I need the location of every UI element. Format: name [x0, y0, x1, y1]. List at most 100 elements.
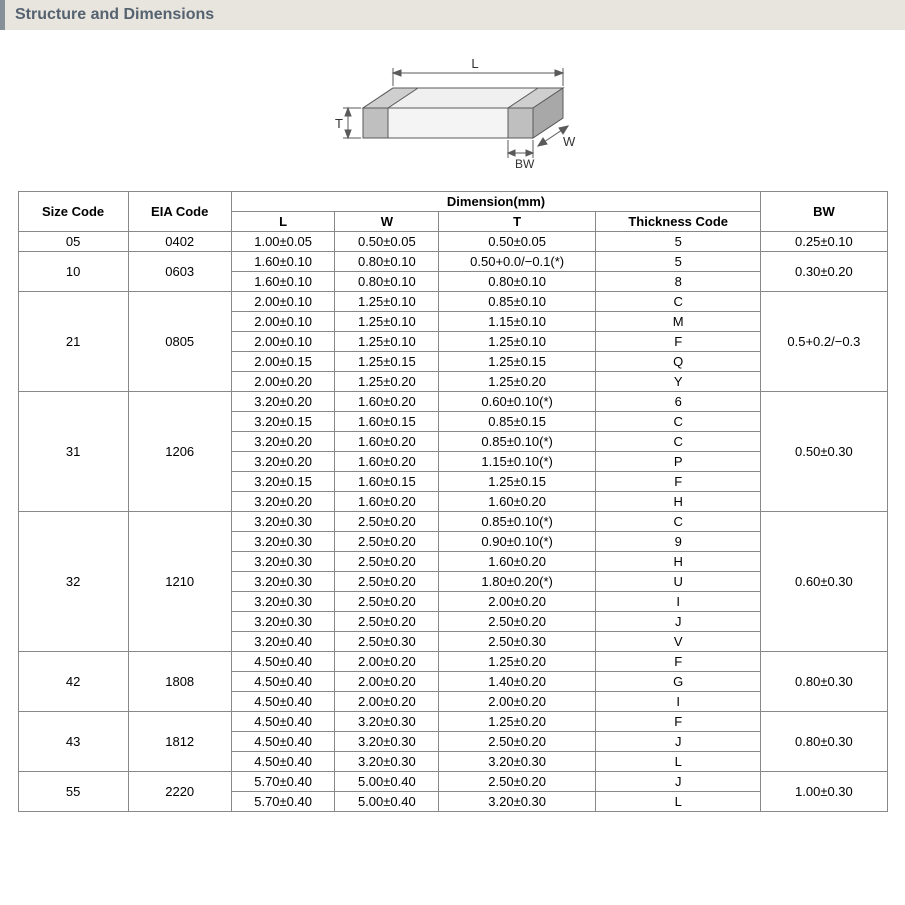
- cell-TC: G: [596, 672, 761, 692]
- col-thickness-code: Thickness Code: [596, 212, 761, 232]
- cell-L: 4.50±0.40: [231, 652, 335, 672]
- cell-W: 0.80±0.10: [335, 252, 439, 272]
- cell-TC: Q: [596, 352, 761, 372]
- cell-TC: H: [596, 552, 761, 572]
- cell-bw: 0.30±0.20: [761, 252, 887, 292]
- cell-L: 2.00±0.10: [231, 312, 335, 332]
- cell-W: 2.50±0.20: [335, 612, 439, 632]
- cell-TC: C: [596, 292, 761, 312]
- cell-eia-code: 1808: [128, 652, 231, 712]
- table-row: 5522205.70±0.405.00±0.402.50±0.20J1.00±0…: [18, 772, 887, 792]
- cell-W: 1.25±0.10: [335, 312, 439, 332]
- table-row: 3212103.20±0.302.50±0.200.85±0.10(*)C0.6…: [18, 512, 887, 532]
- cell-L: 4.50±0.40: [231, 712, 335, 732]
- cell-L: 3.20±0.30: [231, 592, 335, 612]
- cell-T: 0.85±0.10: [439, 292, 596, 312]
- cell-T: 3.20±0.30: [439, 792, 596, 812]
- cell-TC: Y: [596, 372, 761, 392]
- cell-T: 1.40±0.20: [439, 672, 596, 692]
- cell-TC: U: [596, 572, 761, 592]
- cell-T: 1.25±0.10: [439, 332, 596, 352]
- cell-size-code: 43: [18, 712, 128, 772]
- cell-W: 2.50±0.20: [335, 512, 439, 532]
- cell-L: 4.50±0.40: [231, 672, 335, 692]
- cell-bw: 0.25±0.10: [761, 232, 887, 252]
- diagram-label-L: L: [471, 56, 478, 71]
- cell-eia-code: 1210: [128, 512, 231, 652]
- cell-T: 1.15±0.10: [439, 312, 596, 332]
- cell-W: 2.50±0.20: [335, 532, 439, 552]
- cell-eia-code: 0805: [128, 292, 231, 392]
- cell-TC: F: [596, 712, 761, 732]
- cell-bw: 0.5+0.2/−0.3: [761, 292, 887, 392]
- cell-TC: J: [596, 772, 761, 792]
- cell-L: 2.00±0.20: [231, 372, 335, 392]
- col-dimension-group: Dimension(mm): [231, 192, 761, 212]
- cell-T: 1.80±0.20(*): [439, 572, 596, 592]
- diagram-label-BW: BW: [515, 157, 535, 171]
- col-size-code: Size Code: [18, 192, 128, 232]
- cell-T: 1.25±0.20: [439, 652, 596, 672]
- table-row: 0504021.00±0.050.50±0.050.50±0.0550.25±0…: [18, 232, 887, 252]
- cell-T: 1.25±0.15: [439, 472, 596, 492]
- cell-L: 3.20±0.20: [231, 492, 335, 512]
- table-row: 3112063.20±0.201.60±0.200.60±0.10(*)60.5…: [18, 392, 887, 412]
- cell-T: 0.85±0.10(*): [439, 432, 596, 452]
- cell-T: 2.50±0.20: [439, 612, 596, 632]
- cell-size-code: 05: [18, 232, 128, 252]
- cell-L: 3.20±0.20: [231, 432, 335, 452]
- cell-L: 3.20±0.15: [231, 412, 335, 432]
- cell-T: 3.20±0.30: [439, 752, 596, 772]
- cell-TC: P: [596, 452, 761, 472]
- cell-eia-code: 2220: [128, 772, 231, 812]
- col-bw: BW: [761, 192, 887, 232]
- cell-T: 2.00±0.20: [439, 692, 596, 712]
- cell-T: 1.25±0.20: [439, 372, 596, 392]
- cell-bw: 0.80±0.30: [761, 652, 887, 712]
- cell-T: 1.60±0.20: [439, 552, 596, 572]
- cell-bw: 0.60±0.30: [761, 512, 887, 652]
- cell-TC: C: [596, 432, 761, 452]
- cell-T: 0.85±0.10(*): [439, 512, 596, 532]
- cell-T: 0.80±0.10: [439, 272, 596, 292]
- cell-W: 1.60±0.20: [335, 392, 439, 412]
- cell-W: 1.60±0.15: [335, 472, 439, 492]
- cell-L: 3.20±0.20: [231, 452, 335, 472]
- cell-W: 1.60±0.20: [335, 452, 439, 472]
- cell-eia-code: 1206: [128, 392, 231, 512]
- cell-T: 1.60±0.20: [439, 492, 596, 512]
- cell-T: 0.85±0.15: [439, 412, 596, 432]
- cell-bw: 0.80±0.30: [761, 712, 887, 772]
- cell-W: 1.60±0.20: [335, 492, 439, 512]
- cell-TC: J: [596, 732, 761, 752]
- cell-W: 1.25±0.10: [335, 332, 439, 352]
- cell-TC: F: [596, 652, 761, 672]
- cell-TC: C: [596, 412, 761, 432]
- cell-eia-code: 0402: [128, 232, 231, 252]
- cell-L: 3.20±0.40: [231, 632, 335, 652]
- section-header: Structure and Dimensions: [0, 0, 905, 30]
- cell-L: 4.50±0.40: [231, 692, 335, 712]
- col-W: W: [335, 212, 439, 232]
- cell-TC: F: [596, 332, 761, 352]
- col-eia-code: EIA Code: [128, 192, 231, 232]
- cell-L: 5.70±0.40: [231, 792, 335, 812]
- cell-size-code: 42: [18, 652, 128, 712]
- cell-T: 2.50±0.20: [439, 732, 596, 752]
- cell-W: 2.00±0.20: [335, 672, 439, 692]
- cell-T: 0.60±0.10(*): [439, 392, 596, 412]
- cell-W: 2.50±0.20: [335, 592, 439, 612]
- cell-L: 1.60±0.10: [231, 252, 335, 272]
- cell-size-code: 10: [18, 252, 128, 292]
- cell-L: 3.20±0.30: [231, 532, 335, 552]
- cell-L: 2.00±0.10: [231, 292, 335, 312]
- cell-TC: J: [596, 612, 761, 632]
- dimensions-table: Size Code EIA Code Dimension(mm) BW L W …: [18, 191, 888, 812]
- table-row: 4318124.50±0.403.20±0.301.25±0.20F0.80±0…: [18, 712, 887, 732]
- cell-size-code: 31: [18, 392, 128, 512]
- cell-W: 1.60±0.20: [335, 432, 439, 452]
- cell-L: 2.00±0.15: [231, 352, 335, 372]
- cell-L: 3.20±0.30: [231, 572, 335, 592]
- cell-TC: 6: [596, 392, 761, 412]
- table-row: 4218084.50±0.402.00±0.201.25±0.20F0.80±0…: [18, 652, 887, 672]
